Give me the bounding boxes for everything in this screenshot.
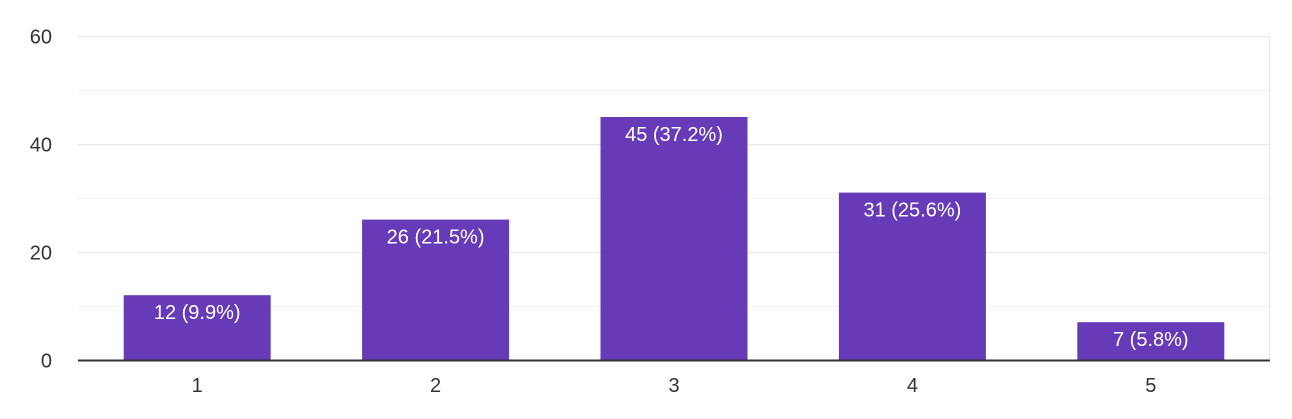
bar-data-label: 7 (5.8%) xyxy=(1113,329,1189,351)
x-tick-label: 5 xyxy=(1145,375,1156,397)
bar-data-label: 31 (25.6%) xyxy=(863,200,961,222)
y-tick-label: 40 xyxy=(30,135,52,157)
x-tick-label: 1 xyxy=(192,375,203,397)
bar xyxy=(838,192,986,360)
y-tick-label: 20 xyxy=(30,243,52,265)
bar xyxy=(362,219,510,360)
bar-data-label: 12 (9.9%) xyxy=(154,302,241,324)
y-tick-label: 0 xyxy=(41,351,52,373)
x-tick-label: 3 xyxy=(668,375,679,397)
x-tick-label: 2 xyxy=(430,375,441,397)
bar xyxy=(123,295,271,360)
bar xyxy=(1077,322,1225,360)
x-tick-label: 4 xyxy=(907,375,918,397)
y-tick-label: 60 xyxy=(30,27,52,49)
bar-data-label: 26 (21.5%) xyxy=(387,227,485,249)
bar-data-label: 45 (37.2%) xyxy=(625,124,723,146)
bar xyxy=(600,117,748,360)
